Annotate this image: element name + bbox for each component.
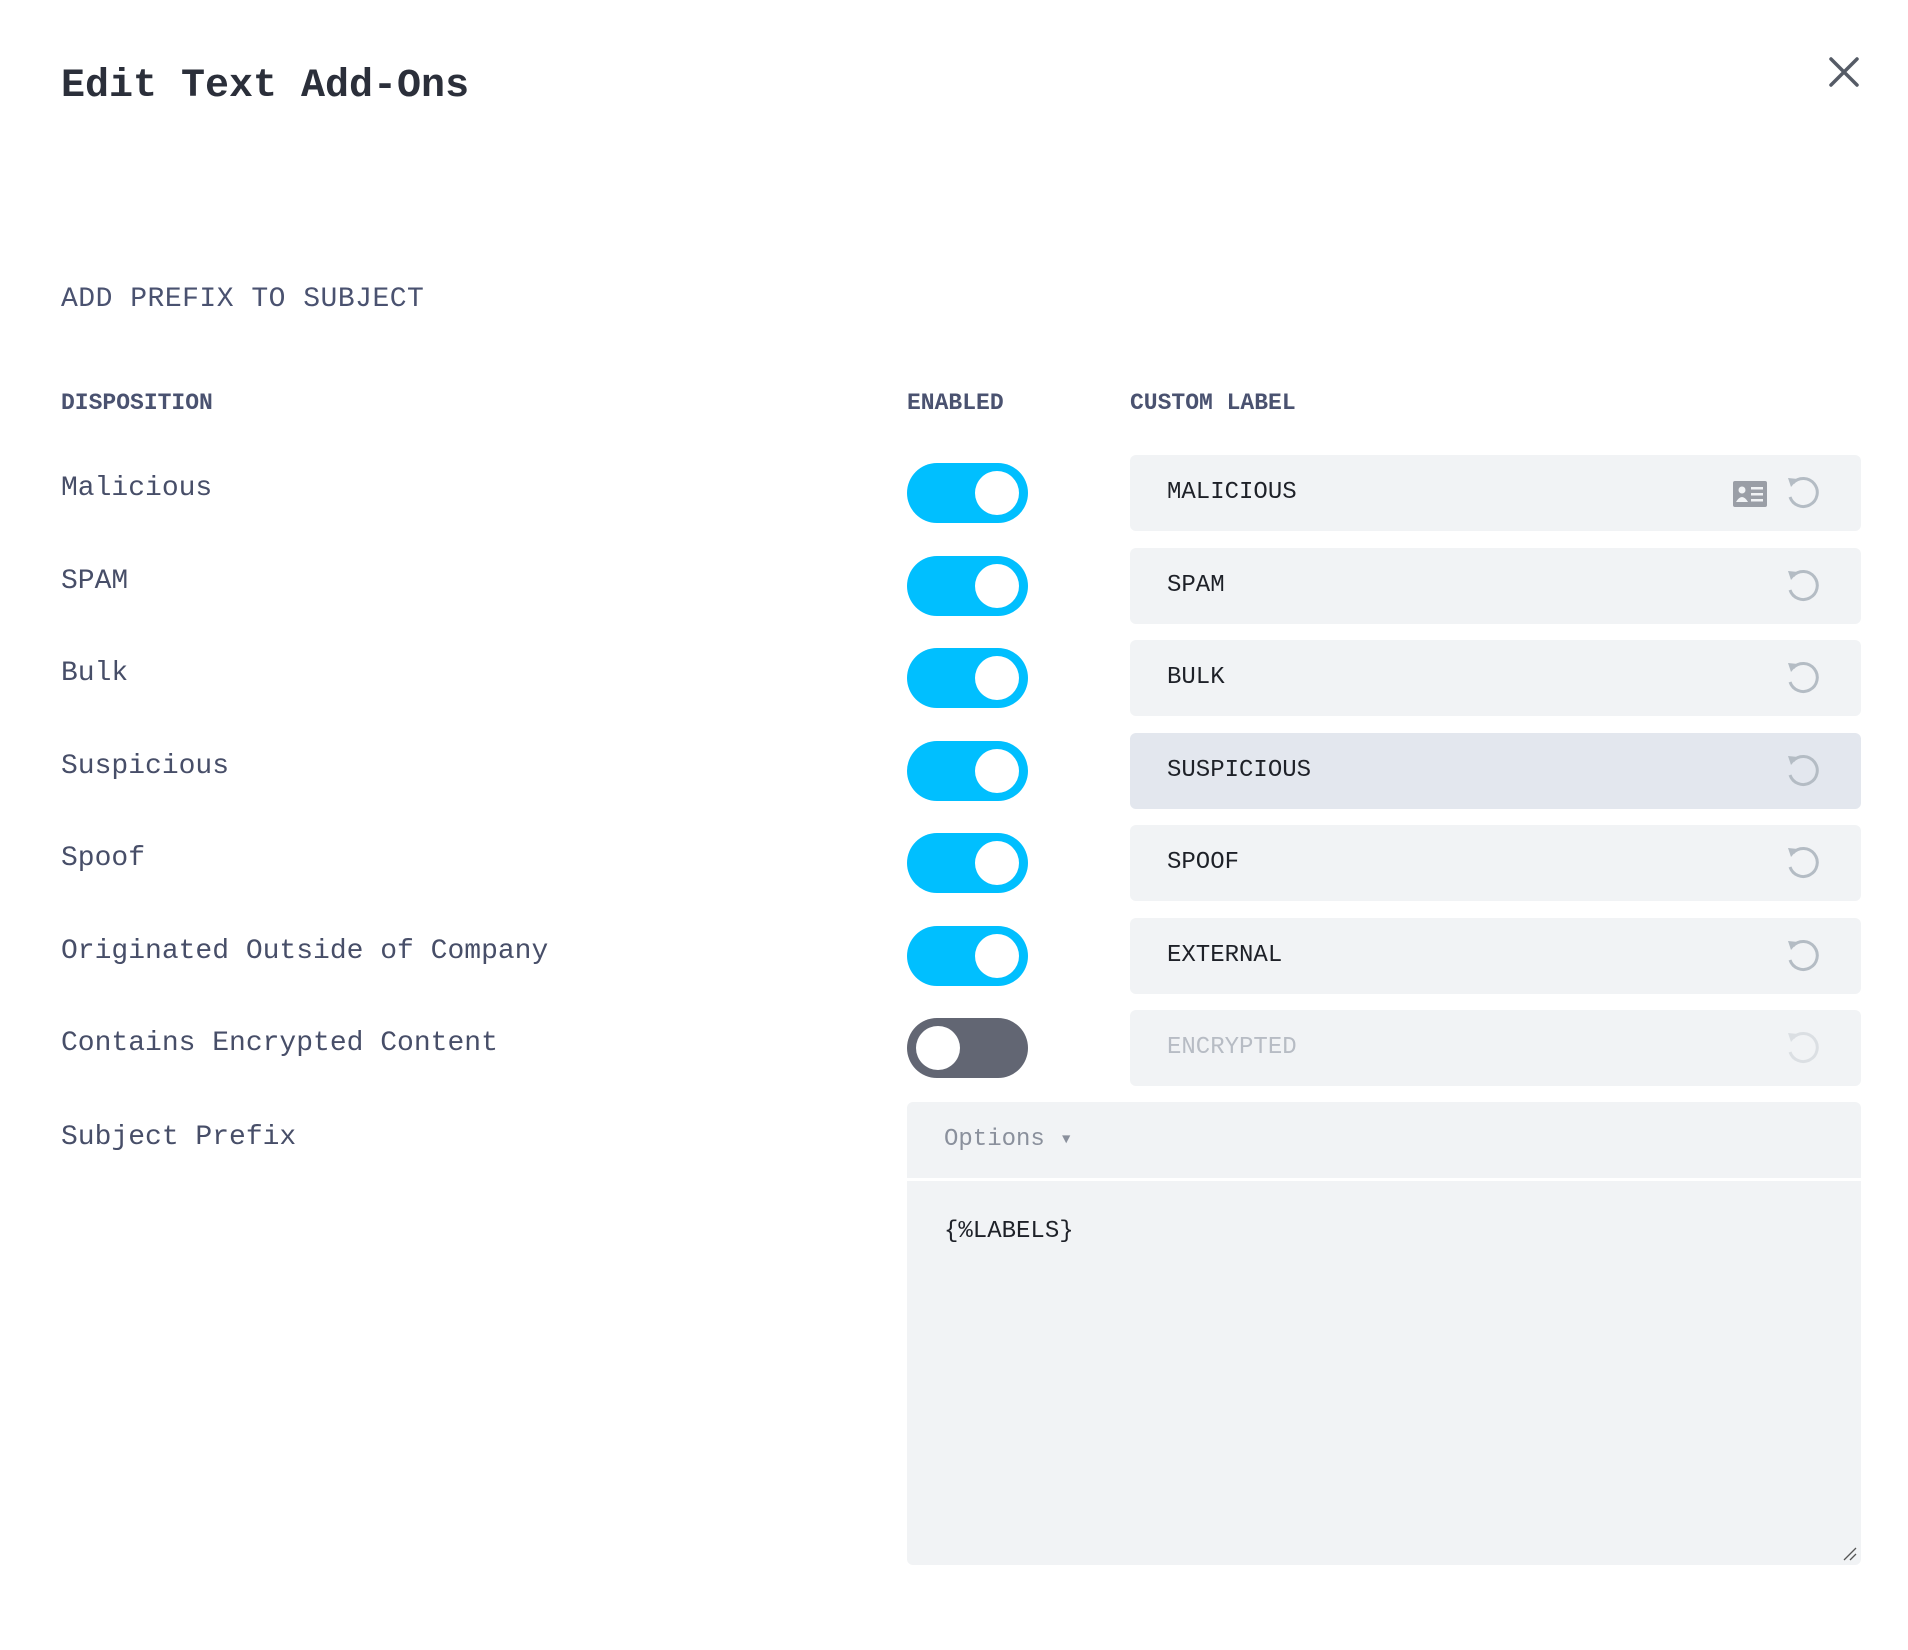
subject-prefix-textarea[interactable]: {%LABELS} (944, 1218, 1074, 1245)
custom-label-input[interactable]: MALICIOUS (1130, 455, 1861, 531)
disposition-row: Contains Encrypted Content ENCRYPTED (0, 1010, 1908, 1086)
column-header-disposition: DISPOSITION (61, 390, 213, 416)
disposition-label: Contains Encrypted Content (61, 1028, 498, 1059)
reset-icon[interactable] (1783, 658, 1823, 698)
custom-label-input[interactable]: SUSPICIOUS (1130, 732, 1861, 809)
custom-label-input[interactable]: ENCRYPTED (1130, 1010, 1861, 1086)
enabled-toggle[interactable] (907, 1018, 1028, 1078)
enabled-toggle[interactable] (907, 925, 1028, 986)
disposition-row: Originated Outside of Company EXTERNAL (0, 917, 1908, 994)
custom-label-value: ENCRYPTED (1167, 1034, 1297, 1061)
custom-label-value: BULK (1167, 664, 1225, 691)
disposition-label: Spoof (61, 843, 146, 874)
caret-down-icon: ▼ (1062, 1132, 1071, 1148)
disposition-label: Suspicious (61, 750, 230, 782)
toggle-knob (975, 841, 1019, 885)
enabled-toggle[interactable] (907, 648, 1028, 708)
column-header-enabled: ENABLED (907, 390, 1004, 416)
custom-label-value: SPOOF (1167, 849, 1240, 876)
disposition-label: SPAM (61, 565, 129, 597)
enabled-toggle[interactable] (907, 740, 1028, 801)
close-icon[interactable] (1826, 54, 1862, 90)
reset-icon[interactable] (1783, 473, 1823, 513)
reset-icon[interactable] (1783, 751, 1823, 791)
disposition-label: Bulk (61, 658, 129, 689)
reset-icon[interactable] (1783, 566, 1823, 606)
subject-prefix-editor: Options ▼ {%LABELS} (907, 1102, 1861, 1565)
disposition-row: Bulk BULK (0, 640, 1908, 716)
dialog-title: Edit Text Add-Ons (61, 64, 470, 109)
custom-label-value: SPAM (1167, 571, 1225, 599)
custom-label-value: MALICIOUS (1167, 479, 1297, 506)
options-label: Options (944, 1126, 1045, 1153)
enabled-toggle[interactable] (907, 833, 1028, 893)
subject-prefix-label: Subject Prefix (61, 1122, 297, 1153)
disposition-label: Malicious (61, 473, 213, 504)
disposition-row: SPAM SPAM (0, 547, 1908, 624)
contact-card-icon[interactable] (1733, 481, 1767, 507)
custom-label-input[interactable]: SPOOF (1130, 825, 1861, 901)
custom-label-input[interactable]: EXTERNAL (1130, 917, 1861, 994)
column-header-custom-label: CUSTOM LABEL (1130, 390, 1296, 416)
disposition-row: Spoof SPOOF (0, 825, 1908, 901)
toggle-knob (975, 471, 1019, 515)
enabled-toggle[interactable] (907, 555, 1028, 616)
toggle-knob (916, 1026, 960, 1070)
section-title: ADD PREFIX TO SUBJECT (61, 284, 425, 315)
custom-label-input[interactable]: SPAM (1130, 547, 1861, 624)
disposition-label: Originated Outside of Company (61, 935, 549, 967)
options-dropdown[interactable]: Options ▼ (907, 1102, 1861, 1181)
reset-icon[interactable] (1783, 843, 1823, 883)
custom-label-value: EXTERNAL (1167, 941, 1283, 969)
custom-label-value: SUSPICIOUS (1167, 756, 1312, 784)
toggle-knob (975, 748, 1019, 793)
toggle-knob (975, 563, 1019, 608)
toggle-knob (975, 933, 1019, 978)
reset-icon[interactable] (1783, 936, 1823, 976)
enabled-toggle[interactable] (907, 463, 1028, 523)
resize-handle-icon[interactable] (1841, 1545, 1857, 1561)
disposition-row: Suspicious SUSPICIOUS (0, 732, 1908, 809)
toggle-knob (975, 656, 1019, 700)
custom-label-input[interactable]: BULK (1130, 640, 1861, 716)
disposition-row: Malicious MALICIOUS (0, 455, 1908, 531)
reset-icon[interactable] (1783, 1028, 1823, 1068)
